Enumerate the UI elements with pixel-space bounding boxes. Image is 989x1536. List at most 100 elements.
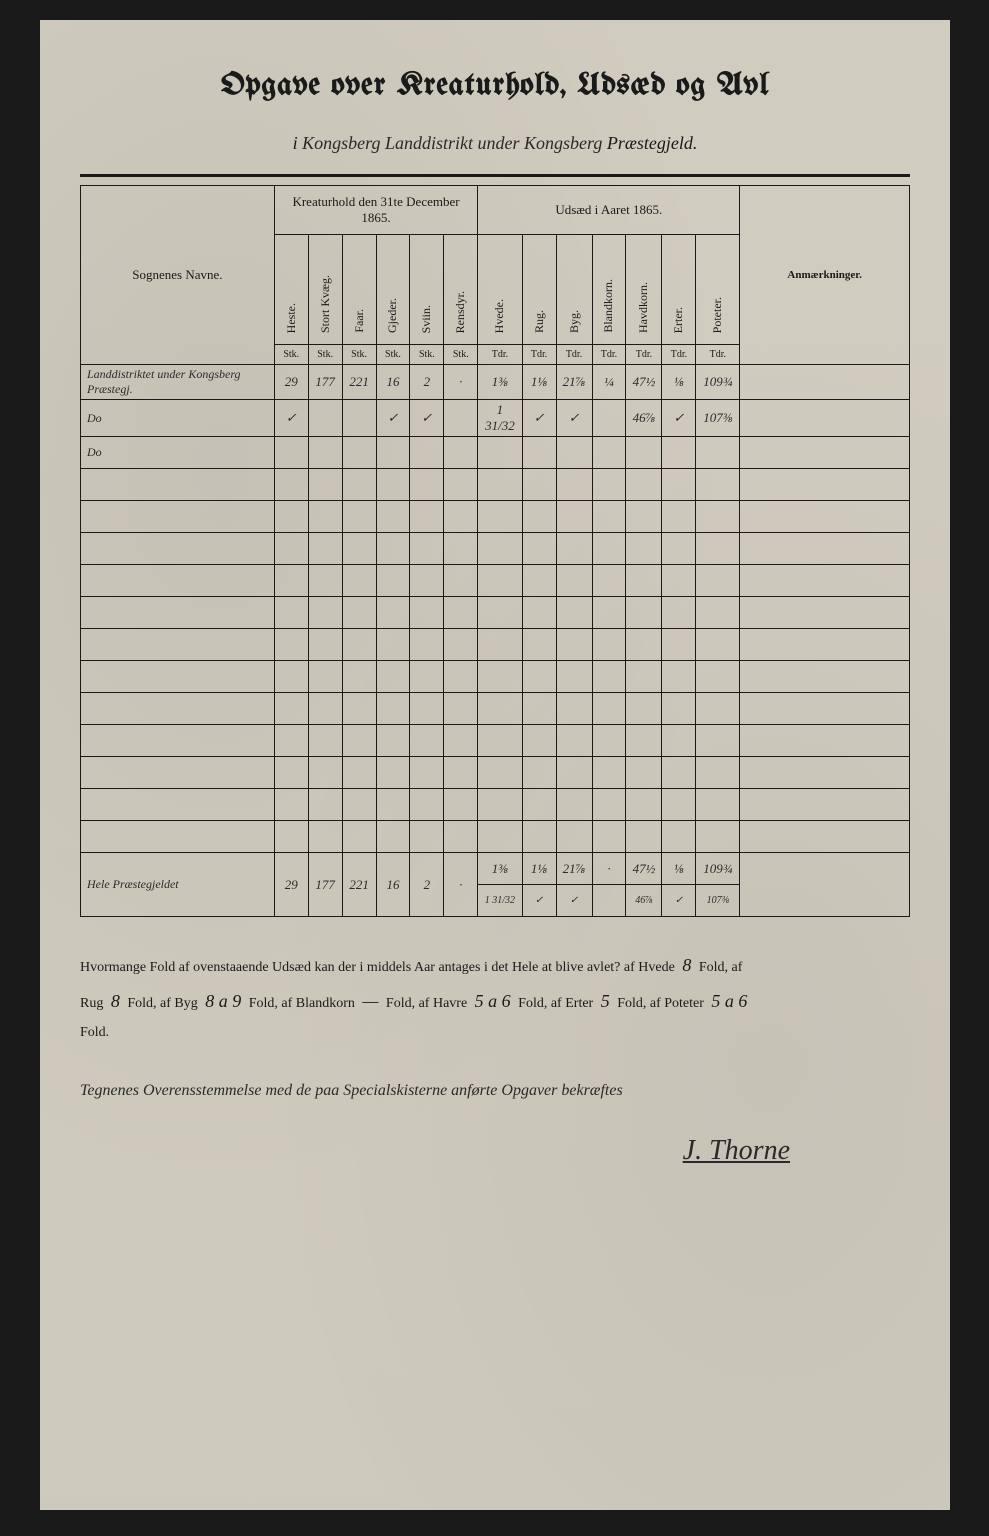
data-cell: [592, 400, 626, 437]
col-sviin: Sviin.: [410, 235, 444, 345]
empty-cell: [662, 597, 696, 629]
empty-cell: [376, 661, 410, 693]
empty-cell: [81, 597, 275, 629]
empty-cell: [410, 661, 444, 693]
empty-cell: [696, 597, 740, 629]
empty-cell: [522, 725, 556, 757]
empty-cell: [522, 757, 556, 789]
empty-cell: [81, 757, 275, 789]
intro-text: Hvormange Fold af ovenstaaende Udsæd kan…: [80, 960, 675, 975]
data-cell: [696, 437, 740, 469]
empty-cell: [626, 501, 662, 533]
empty-cell: [740, 565, 910, 597]
empty-cell: [556, 565, 592, 597]
bottom-questions: Hvormange Fold af ovenstaaende Udsæd kan…: [80, 947, 910, 1047]
signature-name: J. Thorne: [80, 1126, 910, 1176]
data-cell: 221: [342, 365, 376, 400]
empty-cell: [81, 789, 275, 821]
empty-cell: [308, 757, 342, 789]
unit-cell: Tdr.: [522, 345, 556, 365]
table-row-empty: [81, 757, 910, 789]
data-cell: [444, 437, 478, 469]
havre-label: Fold, af Havre: [386, 996, 467, 1011]
empty-cell: [376, 469, 410, 501]
empty-cell: [592, 789, 626, 821]
unit-cell: Tdr.: [626, 345, 662, 365]
empty-cell: [342, 533, 376, 565]
table-row-empty: [81, 565, 910, 597]
table-row-empty: [81, 789, 910, 821]
empty-cell: [592, 565, 626, 597]
data-cell: [274, 437, 308, 469]
empty-cell: [342, 725, 376, 757]
data-cell: [342, 400, 376, 437]
empty-cell: [376, 693, 410, 725]
empty-cell: [522, 501, 556, 533]
empty-cell: [410, 725, 444, 757]
empty-cell: [376, 789, 410, 821]
empty-cell: [662, 565, 696, 597]
data-cell: 2: [410, 365, 444, 400]
empty-cell: [410, 565, 444, 597]
data-cell: ·: [592, 853, 626, 885]
table-row-empty: [81, 661, 910, 693]
col-gjeder: Gjeder.: [376, 235, 410, 345]
empty-cell: [592, 725, 626, 757]
unit-cell: Tdr.: [478, 345, 522, 365]
table-row-empty: [81, 821, 910, 853]
empty-cell: [478, 821, 522, 853]
data-cell: ✓: [662, 400, 696, 437]
empty-cell: [626, 757, 662, 789]
empty-cell: [696, 725, 740, 757]
empty-cell: [410, 533, 444, 565]
data-cell: ✓: [274, 400, 308, 437]
empty-cell: [308, 597, 342, 629]
blandkorn-label: Fold, af Blandkorn: [249, 996, 355, 1011]
empty-cell: [740, 533, 910, 565]
empty-cell: [274, 597, 308, 629]
data-cell: ✓: [522, 400, 556, 437]
empty-cell: [662, 533, 696, 565]
empty-cell: [522, 533, 556, 565]
empty-cell: [410, 501, 444, 533]
data-cell: [662, 437, 696, 469]
empty-cell: [556, 629, 592, 661]
data-cell: ¼: [592, 365, 626, 400]
empty-cell: [342, 565, 376, 597]
empty-cell: [376, 629, 410, 661]
table-row: Do✓✓✓1 31/32✓✓46⅞✓107⅜: [81, 400, 910, 437]
data-cell: [522, 437, 556, 469]
empty-cell: [626, 597, 662, 629]
data-cell: 1⅜: [478, 853, 522, 885]
fill-blandkorn: —: [358, 991, 382, 1011]
empty-cell: [662, 725, 696, 757]
empty-cell: [592, 629, 626, 661]
empty-cell: [522, 597, 556, 629]
data-cell: 221: [342, 853, 376, 917]
data-cell: 177: [308, 853, 342, 917]
empty-cell: [342, 821, 376, 853]
data-cell: 109¾: [696, 365, 740, 400]
empty-cell: [696, 565, 740, 597]
empty-cell: [556, 821, 592, 853]
empty-cell: [740, 821, 910, 853]
empty-cell: [696, 693, 740, 725]
fill-erter: 5: [597, 991, 614, 1011]
row-name: Landdistriktet under Kongsberg Præstegj.: [81, 365, 275, 400]
fill-havre: 5 a 6: [471, 991, 515, 1011]
subtitle-handwritten: Kongsberg Landdistrikt under Kongsberg: [302, 133, 602, 153]
data-cell: [478, 437, 522, 469]
data-cell: ✓: [410, 400, 444, 437]
empty-cell: [444, 565, 478, 597]
col-havdkorn: Havdkorn.: [626, 235, 662, 345]
data-cell: [342, 437, 376, 469]
empty-cell: [626, 565, 662, 597]
empty-cell: [444, 725, 478, 757]
empty-cell: [274, 629, 308, 661]
empty-cell: [376, 501, 410, 533]
empty-cell: [626, 629, 662, 661]
empty-cell: [444, 597, 478, 629]
data-cell: 16: [376, 365, 410, 400]
empty-cell: [662, 693, 696, 725]
empty-cell: [478, 597, 522, 629]
